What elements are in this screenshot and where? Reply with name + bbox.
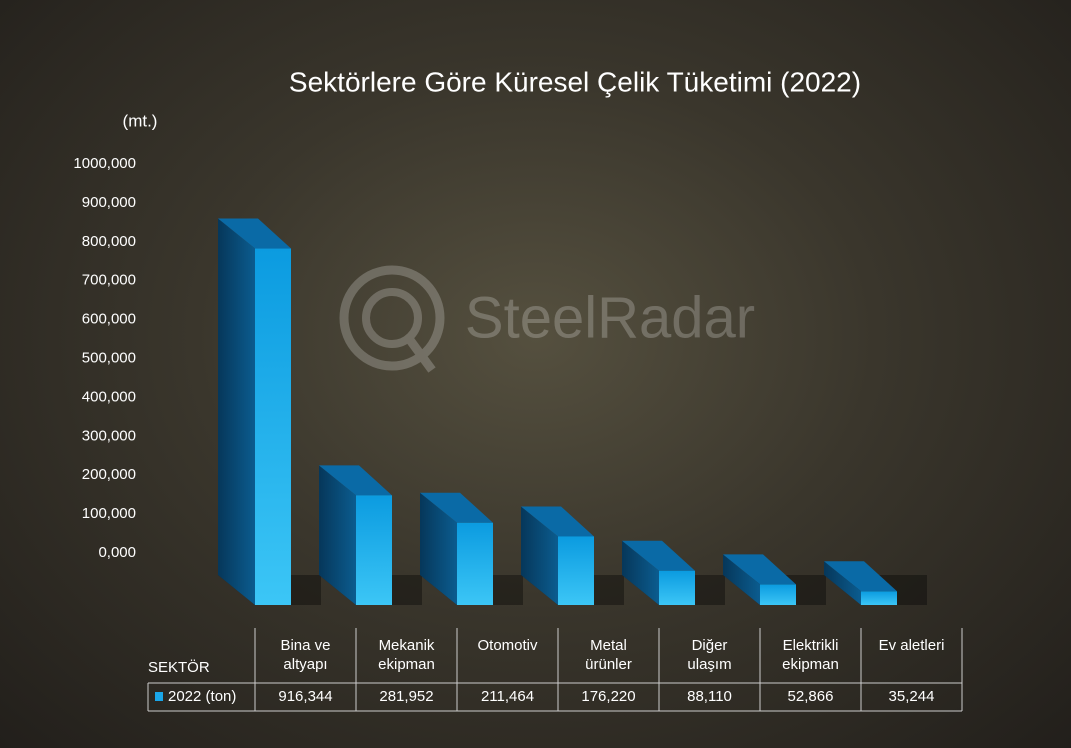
value-label: 211,464 [480,688,535,705]
x-tick-label: Metal ürünler [585,637,632,673]
bar [356,495,392,605]
bar [255,248,291,606]
x-tick-label: Diğer ulaşım [687,637,732,673]
bar-top [420,492,493,523]
value-label: 88,110 [687,688,732,705]
value-label: 35,244 [888,688,935,705]
y-tick-label: 1000,000 [73,155,136,172]
bar-side [723,554,760,605]
bar-top [521,506,594,537]
bar-side [622,540,659,605]
y-tick-label: 800,000 [82,233,136,250]
x-tick-label: Elektrikli ekipman [782,637,839,673]
bar-side [824,561,861,605]
value-label: 916,344 [278,688,333,705]
y-tick-label: 700,000 [82,272,136,289]
y-tick-label: 200,000 [82,466,136,483]
value-label: 176,220 [581,688,636,705]
bar-top [723,554,796,585]
y-tick-label: 300,000 [82,427,136,444]
plot: 0,000 100,000 200,000 300,000 400,000 500,000… [73,155,963,712]
bar-top [824,561,897,592]
bar-side [420,492,457,605]
watermark-logo [339,265,445,373]
bar-side [319,465,356,605]
bar [558,536,594,605]
bar-side [521,506,558,605]
bar-side [218,218,255,606]
y-tick-label: 400,000 [82,388,136,405]
y-axis-label: (mt.) [123,111,158,130]
y-tick-label: 600,000 [82,311,136,328]
x-tick-label: Mekanik ekipman [378,637,435,673]
x-tick-label: Ev aletleri [878,637,945,654]
bar-top [622,540,695,571]
legend-label: 2022 (ton) [168,688,237,705]
bar-top [319,465,392,496]
bar [760,584,796,605]
watermark: SteelRadar [465,285,755,350]
bar-top [218,218,291,249]
y-tick-label: 500,000 [82,349,136,366]
y-tick-label: 900,000 [82,194,136,211]
chart-title: Sektörlere Göre Küresel Çelik Tüketimi (… [289,66,861,97]
bar [659,570,695,605]
x-tick-label: Otomotiv [477,637,538,654]
value-label: 52,866 [787,688,834,705]
value-label: 281,952 [379,688,434,705]
y-tick-label: 0,000 [98,544,136,561]
legend-swatch [155,692,163,701]
y-tick-label: 100,000 [82,505,136,522]
bar [457,522,493,605]
bar [861,591,897,605]
x-tick-label: Bina ve altyapı [280,637,331,673]
table-header: SEKTÖR [148,659,210,676]
